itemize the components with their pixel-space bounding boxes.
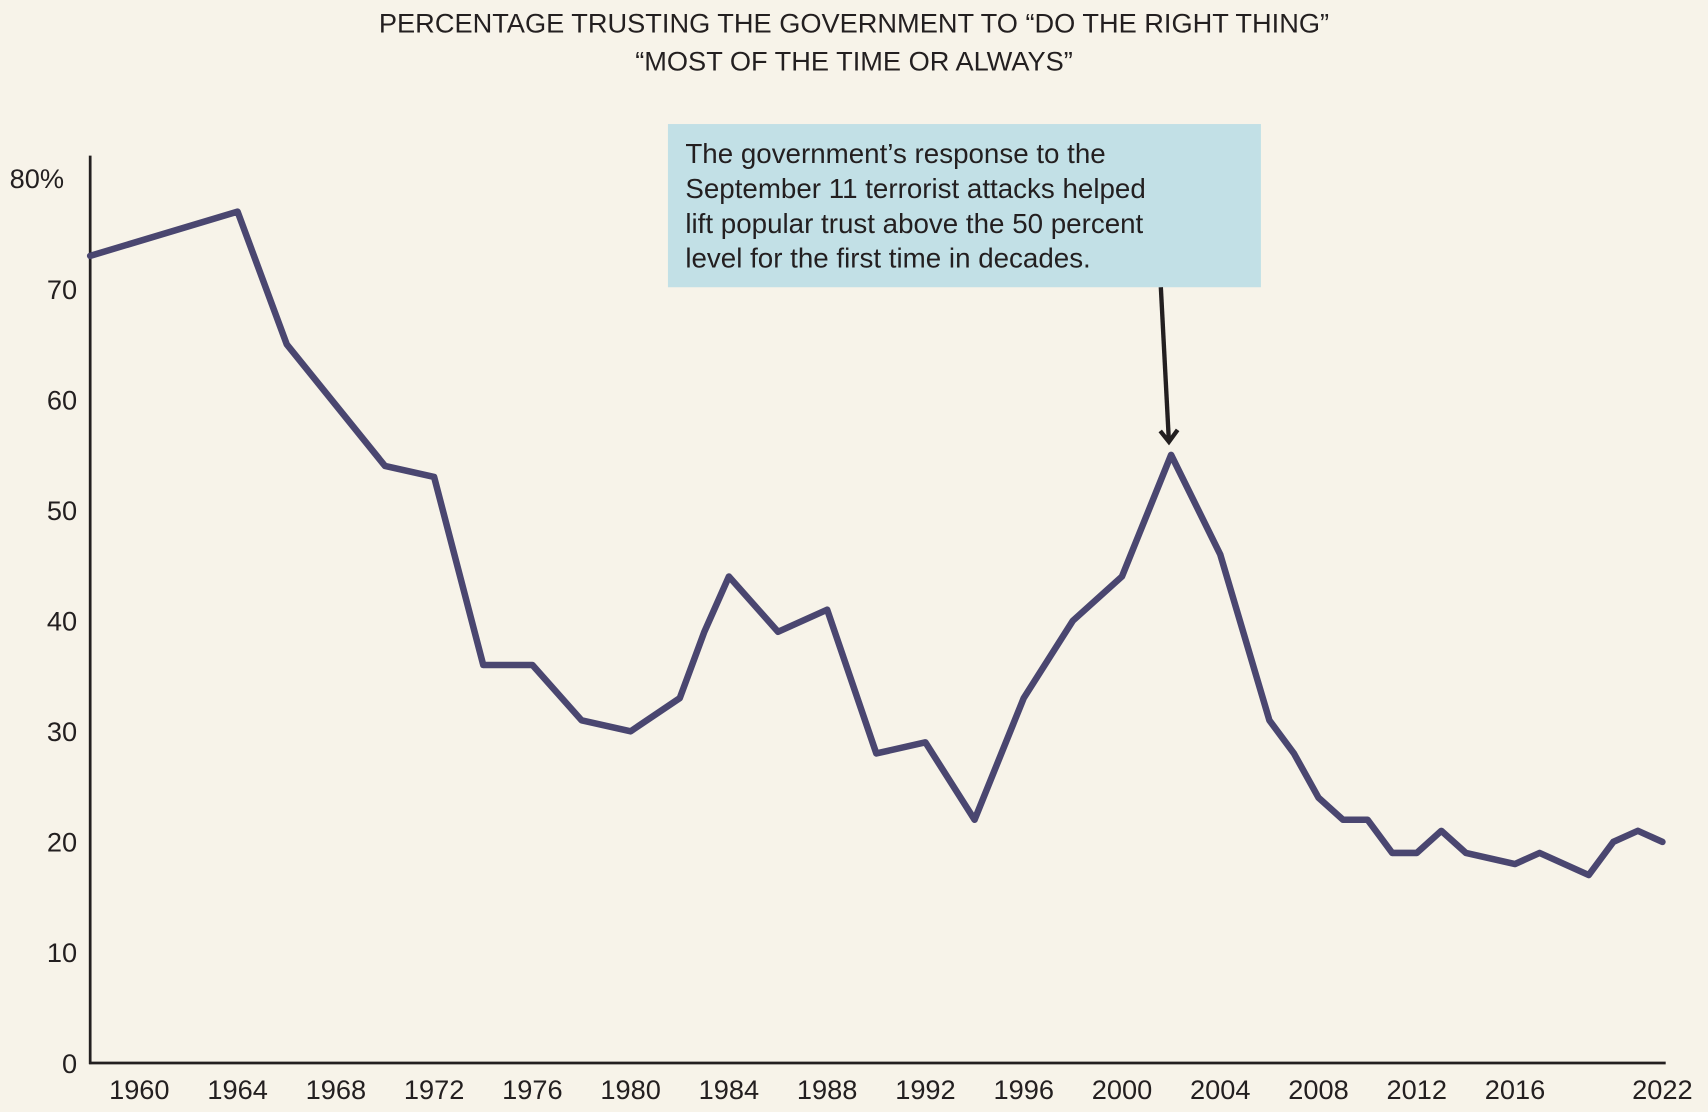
y-tick-label: 80% [10, 163, 64, 194]
x-tick-label: 2022 [1632, 1074, 1692, 1105]
chart-title-line-2: “MOST OF THE TIME OR ALWAYS” [635, 46, 1073, 77]
x-tick-label: 1968 [306, 1074, 366, 1105]
x-tick-label: 1996 [993, 1074, 1053, 1105]
x-tick-label: 1964 [207, 1074, 267, 1105]
y-tick-label: 30 [47, 716, 77, 747]
x-tick-label: 1960 [109, 1074, 169, 1105]
annotation-arrow [1158, 287, 1172, 442]
x-tick-label: 2004 [1190, 1074, 1250, 1105]
annotation-box [667, 124, 1261, 288]
x-tick-label: 2000 [1092, 1074, 1152, 1105]
x-axis-ticks: 1960 1964 1968 1972 1976 1980 1984 1988 1992 1996… [109, 1074, 1693, 1105]
x-tick-label: 1992 [895, 1074, 955, 1105]
x-tick-label: 1980 [600, 1074, 660, 1105]
annotation-line-3: lift popular trust above the 50 percent [685, 208, 1143, 239]
x-tick-label: 1976 [502, 1074, 562, 1105]
series-line [86, 208, 1666, 879]
y-axis-ticks: 0 10 20 30 40 50 60 70 80% [10, 163, 77, 1079]
annotation-line-1: The government’s response to the [685, 138, 1105, 169]
series-group [86, 208, 1666, 879]
annotation-line-2: September 11 terrorist attacks helped [685, 173, 1145, 204]
y-tick-label: 20 [47, 827, 77, 858]
x-tick-label: 2012 [1387, 1074, 1447, 1105]
annotation-arrow-head [1158, 428, 1180, 446]
y-tick-label: 10 [47, 937, 77, 968]
y-tick-label: 0 [62, 1048, 77, 1079]
y-tick-label: 50 [47, 495, 77, 526]
x-tick-label: 1984 [699, 1074, 759, 1105]
annotation-line-4: level for the first time in decades. [685, 243, 1090, 274]
x-tick-label: 1972 [404, 1074, 464, 1105]
y-tick-label: 70 [47, 274, 77, 305]
y-tick-label: 40 [47, 606, 77, 637]
x-tick-label: 2008 [1288, 1074, 1348, 1105]
y-tick-label: 60 [47, 384, 77, 415]
chart-title-line-1: PERCENTAGE TRUSTING THE GOVERNMENT TO “D… [379, 8, 1329, 39]
x-tick-label: 2016 [1485, 1074, 1545, 1105]
x-tick-label: 1988 [797, 1074, 857, 1105]
annotation: The government’s response to the Septemb… [667, 124, 1261, 446]
